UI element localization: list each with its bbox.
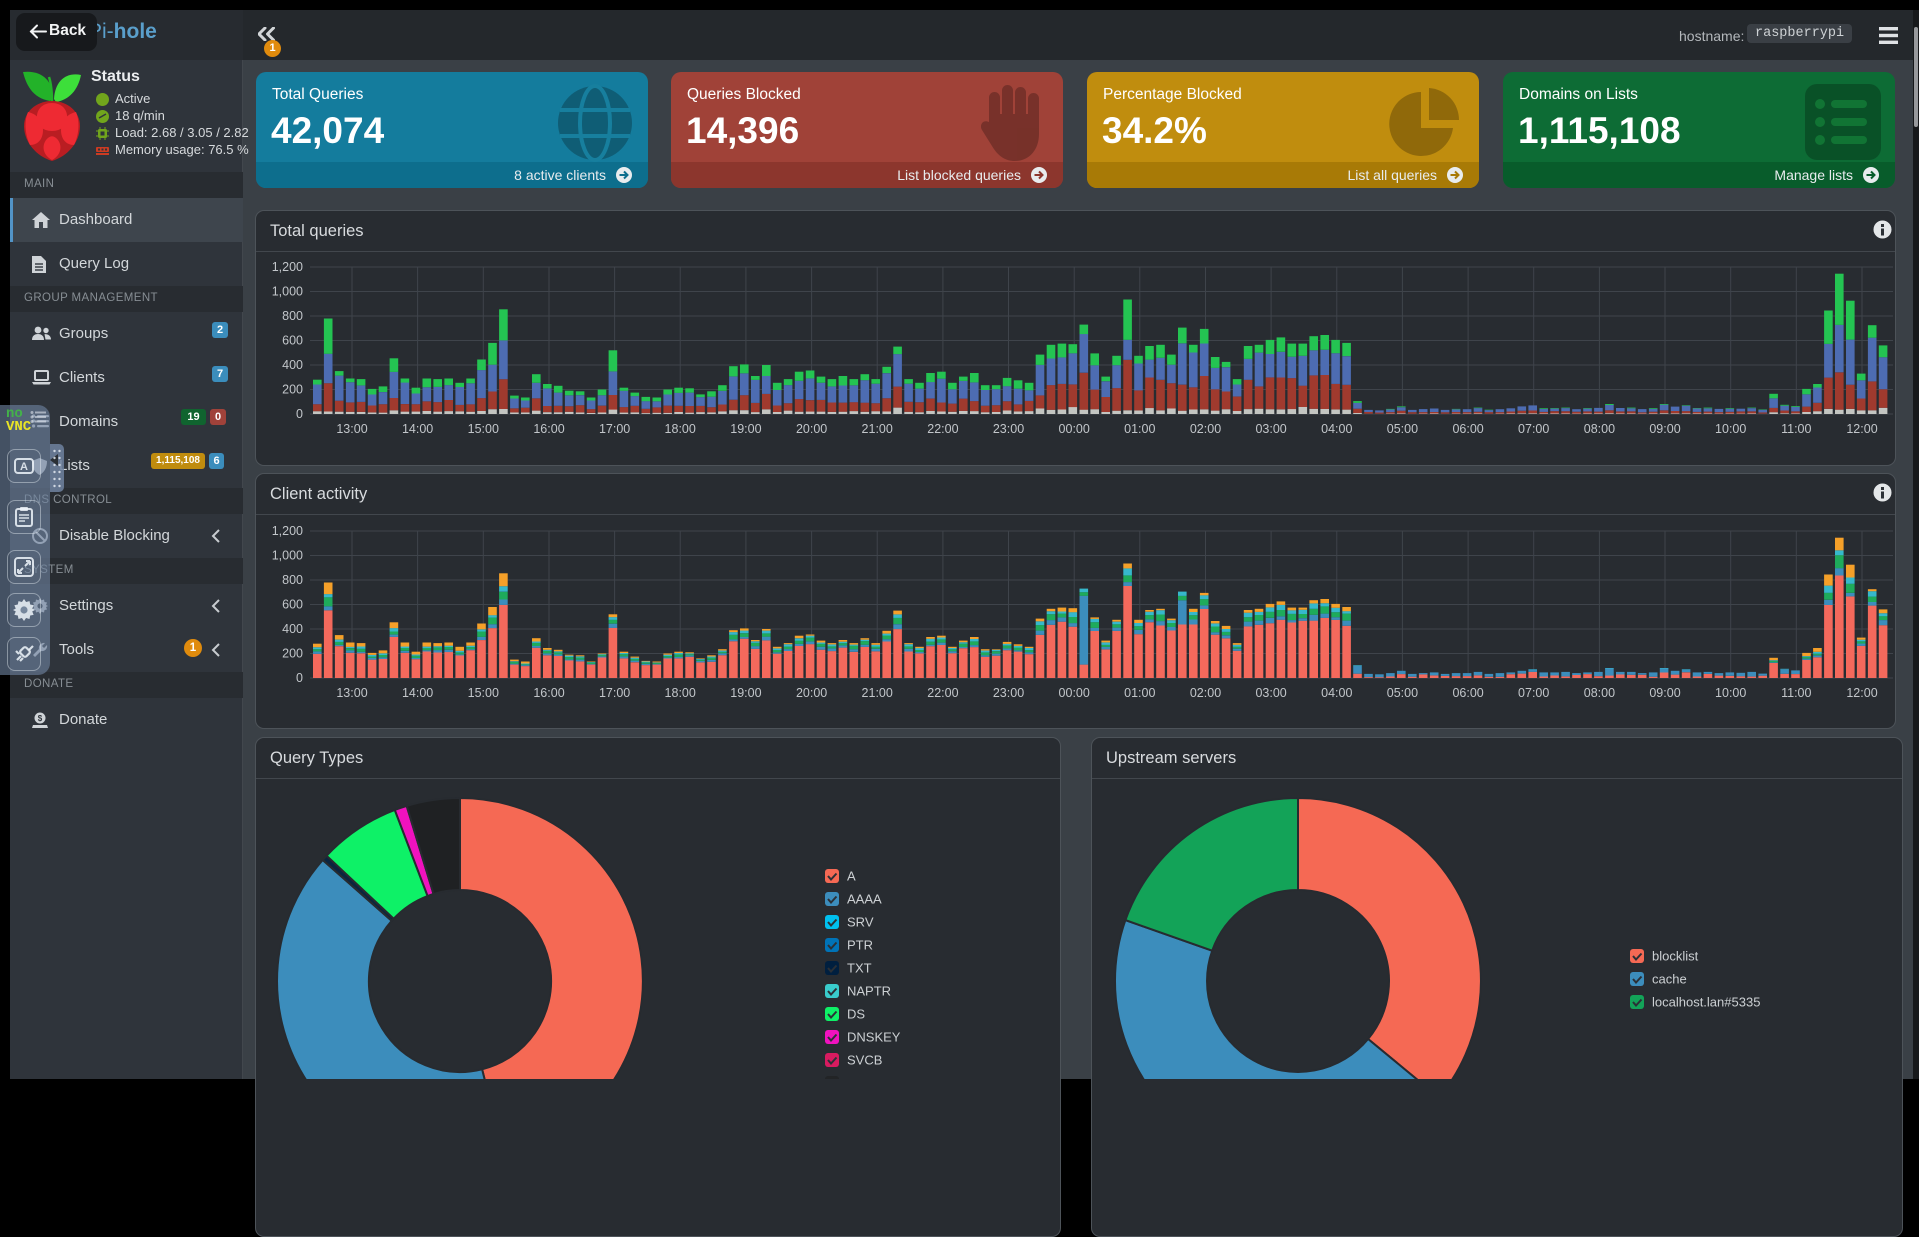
svg-text:cache: cache — [1652, 972, 1687, 987]
svg-text:SVCB: SVCB — [847, 1053, 882, 1068]
svg-text:AAAA: AAAA — [847, 892, 882, 907]
svg-text:NAPTR: NAPTR — [847, 984, 891, 999]
svg-text:DNSKEY: DNSKEY — [847, 1030, 901, 1045]
svg-text:SRV: SRV — [847, 915, 874, 930]
svg-text:localhost.lan#5335: localhost.lan#5335 — [1652, 995, 1760, 1010]
svg-text:TXT: TXT — [847, 961, 872, 976]
svg-text:DS: DS — [847, 1007, 865, 1022]
svg-text:A: A — [847, 869, 856, 884]
svg-text:PTR: PTR — [847, 938, 873, 953]
svg-text:blocklist: blocklist — [1652, 949, 1699, 964]
svg-text:A: A — [20, 461, 28, 473]
